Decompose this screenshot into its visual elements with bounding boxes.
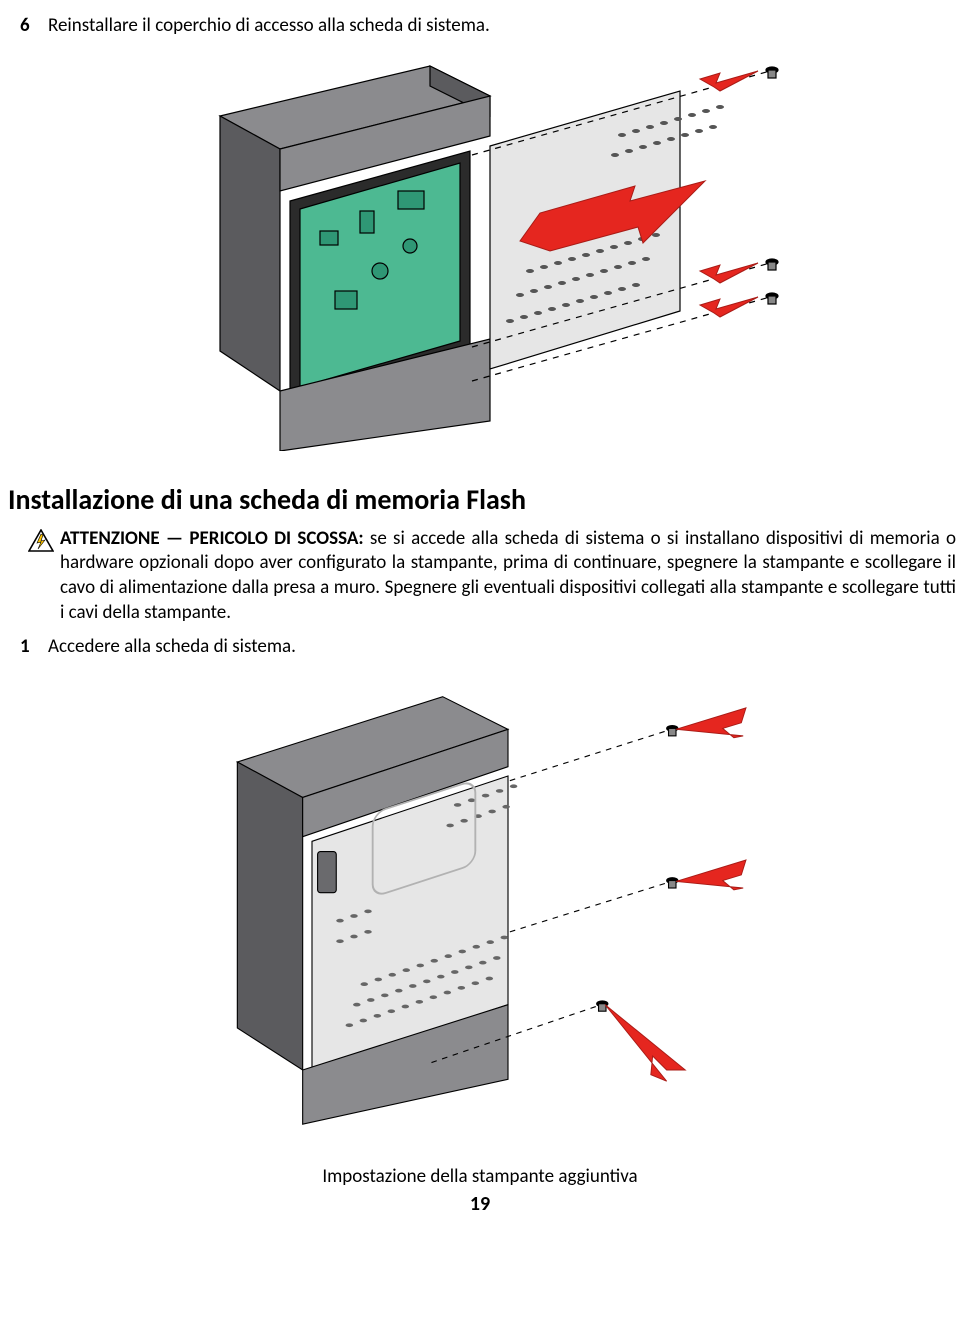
step-6-number: 6 (20, 14, 48, 39)
figure-reinstall-cover (0, 51, 960, 456)
footer-section-title: Impostazione della stampante aggiuntiva (0, 1165, 960, 1188)
step-1-number: 1 (20, 635, 48, 660)
illustration-cover-reinstall (160, 51, 800, 451)
shock-hazard-icon (28, 527, 60, 626)
step-6: 6 Reinstallare il coperchio di accesso a… (0, 14, 960, 39)
illustration-access-board (200, 672, 760, 1132)
step-1-text: Accedere alla scheda di sistema. (48, 635, 296, 660)
step-6-text: Reinstallare il coperchio di accesso all… (48, 14, 490, 39)
page-number: 19 (0, 1192, 960, 1216)
step-1: 1 Accedere alla scheda di sistema. (0, 635, 960, 660)
figure-access-board (0, 672, 960, 1137)
warning-label: ATTENZIONE — PERICOLO DI SCOSSA: (60, 527, 364, 550)
warning-text: ATTENZIONE — PERICOLO DI SCOSSA: se si a… (60, 527, 956, 626)
section-heading: Installazione di una scheda di memoria F… (0, 482, 960, 517)
warning-block: ATTENZIONE — PERICOLO DI SCOSSA: se si a… (0, 527, 960, 626)
